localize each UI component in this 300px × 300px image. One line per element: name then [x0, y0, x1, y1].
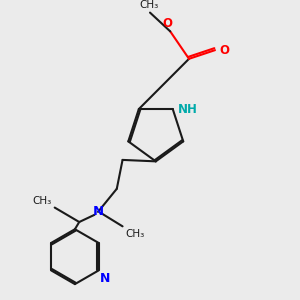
Text: NH: NH	[178, 103, 198, 116]
Text: CH₃: CH₃	[139, 0, 158, 10]
Text: CH₃: CH₃	[125, 229, 145, 239]
Text: N: N	[92, 206, 104, 218]
Text: O: O	[219, 44, 229, 57]
Text: N: N	[100, 272, 110, 285]
Text: O: O	[162, 17, 172, 30]
Text: CH₃: CH₃	[32, 196, 52, 206]
